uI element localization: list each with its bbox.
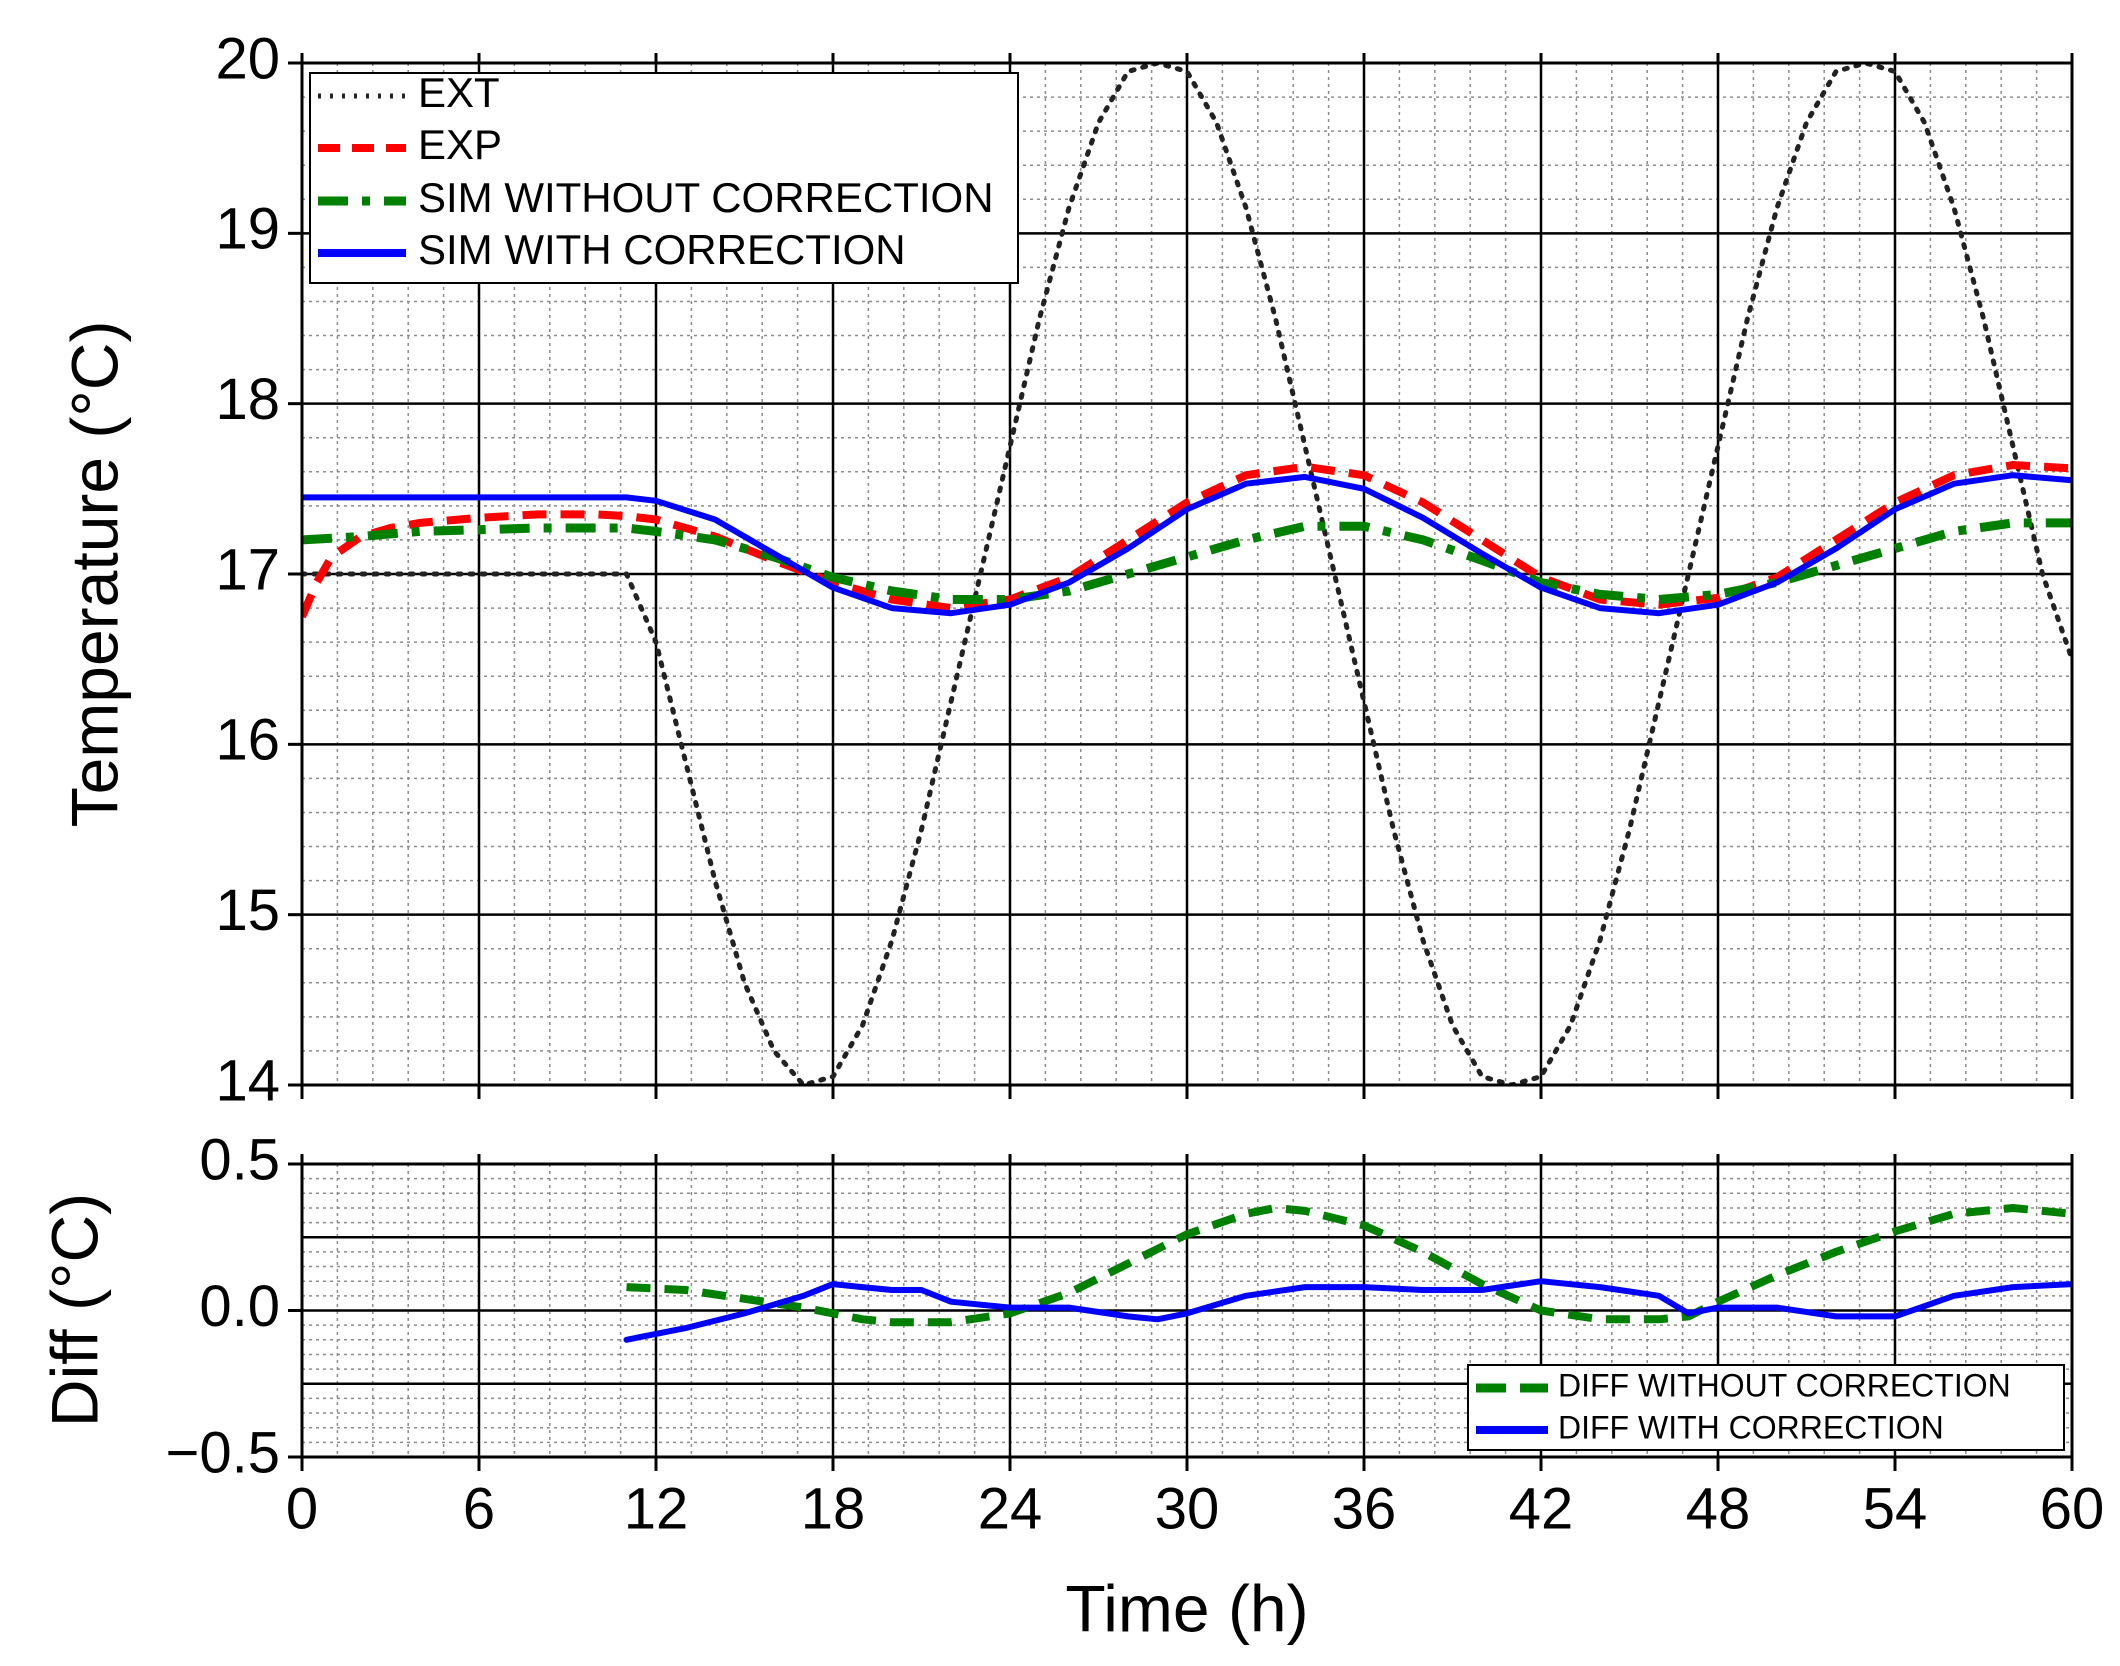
bottom-legend: DIFF WITHOUT CORRECTION DIFF WITH CORREC…: [1467, 1364, 2065, 1451]
x-tick-label: 24: [978, 1476, 1043, 1541]
x-tick-label: 18: [801, 1476, 866, 1541]
top-legend-box: [309, 72, 1019, 284]
x-tick-label: 12: [624, 1476, 689, 1541]
y-tick-label: 20: [215, 26, 280, 91]
legend-label-diff-with: DIFF WITH CORRECTION: [1558, 1409, 1944, 1445]
x-tick-label: 48: [1686, 1476, 1751, 1541]
top-series-group: [302, 63, 2072, 1085]
y-tick-label: 16: [215, 708, 280, 773]
y-tick-label: 19: [215, 197, 280, 262]
x-tick-label: 60: [2040, 1476, 2105, 1541]
bottom-y-axis-title: Diff (°C): [37, 1193, 111, 1427]
legend-label-ext: EXT: [418, 69, 500, 116]
legend-label-sim-with: SIM WITH CORRECTION: [418, 226, 906, 273]
x-tick-label: 42: [1509, 1476, 1574, 1541]
series-line-diff-without-correction: [626, 1204, 2072, 1327]
diff-plot: −0.5 0.0 0.5 0 6 12 18 24 30 36 42 48 54 60 Diff (°C…: [37, 1127, 2104, 1645]
y-tick-label: −0.5: [166, 1420, 281, 1485]
x-tick-label: 30: [1155, 1476, 1220, 1541]
y-tick-label: 17: [215, 537, 280, 602]
top-ticks: [288, 53, 2074, 1099]
series-line-sim-without-correction: [302, 518, 2072, 604]
top-y-axis-title: Temperature (°C): [57, 321, 131, 828]
x-axis-title: Time (h): [1065, 1571, 1308, 1645]
legend-label-diff-without: DIFF WITHOUT CORRECTION: [1558, 1367, 2011, 1403]
legend-label-exp: EXP: [418, 121, 502, 168]
bottom-legend-box: [1467, 1364, 2065, 1451]
x-tick-label: 36: [1332, 1476, 1397, 1541]
x-tick-label: 54: [1863, 1476, 1928, 1541]
x-tick-label: 0: [286, 1476, 318, 1541]
y-tick-label: 14: [215, 1048, 280, 1113]
series-line-diff-with-correction: [623, 1278, 2072, 1343]
y-tick-label: 15: [215, 878, 280, 943]
bottom-series-group: [623, 1204, 2072, 1343]
y-tick-label: 0.5: [199, 1127, 280, 1192]
legend-label-sim-without: SIM WITHOUT CORRECTION: [418, 174, 994, 221]
series-line-sim-with-correction: [302, 472, 2072, 617]
y-tick-label: 0.0: [199, 1274, 280, 1339]
top-legend: EXT EXP SIM WITHOUT CORRECTION SIM WITH …: [309, 69, 1019, 284]
bottom-y-tick-labels: −0.5 0.0 0.5: [166, 1127, 281, 1485]
x-tick-label: 6: [463, 1476, 495, 1541]
temperature-plot: 14 15 16 17 18 19 20 Temperature (°C) EXT EXP …: [57, 26, 2074, 1113]
y-tick-label: 18: [215, 367, 280, 432]
top-y-tick-labels: 14 15 16 17 18 19 20: [215, 26, 280, 1113]
x-tick-labels: 0 6 12 18 24 30 36 42 48 54 60: [286, 1476, 2104, 1541]
bottom-ticks: [288, 1154, 2074, 1471]
